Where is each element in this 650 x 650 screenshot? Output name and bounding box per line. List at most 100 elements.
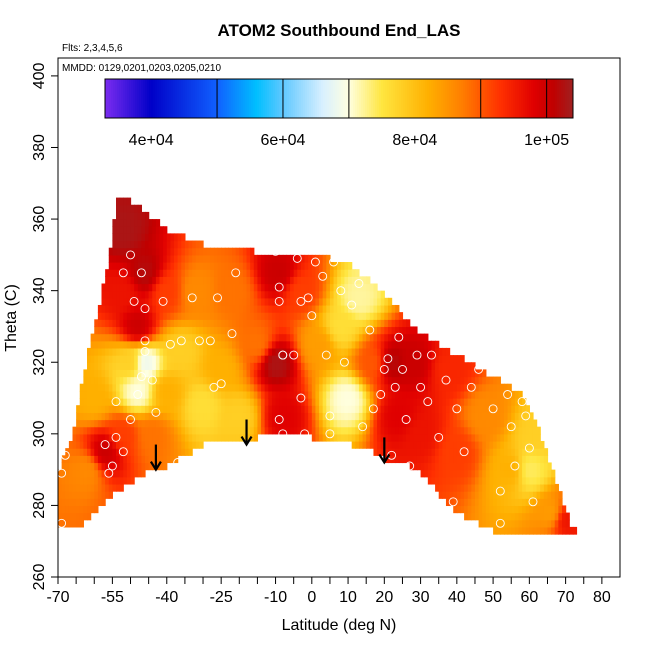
heatmap-cell (134, 312, 139, 320)
heatmap-cell (188, 269, 193, 277)
heatmap-cell (126, 412, 132, 421)
heatmap-cell (315, 333, 320, 342)
heatmap-cell (235, 390, 240, 399)
heatmap-cell (250, 262, 255, 270)
heatmap-cell (377, 383, 382, 392)
colorbar-segment (123, 79, 126, 118)
heatmap-cell (76, 419, 81, 428)
heatmap-cell (58, 476, 63, 485)
heatmap-cell (380, 398, 385, 406)
heatmap-cell (72, 491, 77, 499)
heatmap-cell (438, 369, 443, 378)
heatmap-cell (246, 405, 251, 413)
heatmap-cell (344, 369, 349, 378)
heatmap-cell (145, 283, 150, 292)
heatmap-cell (155, 440, 161, 449)
heatmap-cell (72, 426, 77, 435)
heatmap-cell (467, 476, 472, 485)
heatmap-cell (268, 347, 273, 356)
heatmap-cell (496, 455, 501, 464)
heatmap-cell (76, 498, 81, 507)
heatmap-cell (398, 312, 404, 320)
heatmap-cell (471, 440, 476, 449)
colorbar-segment (437, 79, 440, 118)
heatmap-cell (485, 505, 491, 514)
heatmap-cell (456, 505, 462, 514)
heatmap-cell (442, 347, 447, 356)
heatmap-cell (116, 376, 121, 385)
heatmap-cell (311, 426, 317, 435)
heatmap-cell (130, 440, 135, 449)
heatmap-cell (464, 398, 469, 406)
heatmap-cell (159, 355, 164, 363)
heatmap-cell (511, 398, 516, 406)
heatmap-cell (507, 505, 512, 514)
heatmap-cell (217, 326, 222, 335)
heatmap-cell (137, 297, 142, 306)
heatmap-cell (369, 362, 375, 370)
colorbar-segment (271, 79, 274, 118)
sample-point (176, 336, 186, 346)
colorbar-segment (361, 79, 364, 118)
heatmap-cell (445, 469, 451, 478)
heatmap-cell (134, 297, 139, 306)
heatmap-cell (203, 247, 208, 256)
heatmap-cell (105, 419, 110, 428)
heatmap-cell (79, 483, 84, 492)
heatmap-cell (496, 426, 501, 435)
heatmap-cell (489, 412, 494, 421)
heatmap-cell (268, 326, 273, 335)
heatmap-cell (112, 283, 117, 292)
heatmap-cell (250, 369, 255, 378)
heatmap-cell (406, 433, 411, 442)
heatmap-cell (340, 412, 346, 421)
heatmap-cell (460, 390, 465, 399)
heatmap-cell (137, 369, 142, 378)
heatmap-cell (130, 426, 135, 435)
heatmap-cell (282, 390, 288, 399)
heatmap-cell (261, 398, 266, 406)
colorbar-segment (311, 79, 314, 118)
heatmap-cell (126, 390, 132, 399)
heatmap-cell (250, 283, 255, 292)
heatmap-cell (235, 276, 240, 285)
heatmap-cell (474, 476, 480, 485)
heatmap-cell (315, 312, 320, 320)
heatmap-cell (184, 448, 190, 456)
heatmap-cell (525, 405, 530, 413)
heatmap-cell (101, 326, 106, 335)
heatmap-cell (65, 512, 70, 521)
heatmap-cell (449, 376, 454, 385)
heatmap-cell (543, 526, 549, 535)
heatmap-cell (170, 312, 175, 320)
heatmap-cell (438, 405, 443, 413)
heatmap-cell (377, 448, 382, 456)
heatmap-cell (239, 426, 244, 435)
heatmap-cell (489, 462, 494, 471)
heatmap-cell (90, 483, 95, 492)
heatmap-cell (163, 440, 168, 449)
heatmap-cell (137, 347, 142, 356)
heatmap-cell (148, 283, 153, 292)
heatmap-cell (395, 304, 400, 313)
heatmap-cell (152, 419, 157, 428)
heatmap-cell (471, 412, 476, 421)
colorbar-segment (299, 79, 302, 118)
heatmap-cell (123, 304, 128, 313)
heatmap-cell (453, 390, 458, 399)
heatmap-cell (279, 326, 284, 335)
heatmap-cell (199, 276, 204, 285)
x-tick-label: 10 (339, 589, 357, 606)
heatmap-cell (467, 462, 472, 471)
heatmap-cell (239, 376, 244, 385)
colorbar-segment (199, 79, 202, 118)
heatmap-cell (170, 426, 175, 435)
heatmap-cell (355, 376, 360, 385)
heatmap-cell (148, 390, 153, 399)
colorbar-segment (203, 79, 206, 118)
heatmap-cell (279, 297, 284, 306)
heatmap-cell (119, 483, 124, 492)
heatmap-cell (257, 405, 262, 413)
heatmap-cell (119, 355, 124, 363)
heatmap-cell (467, 405, 472, 413)
